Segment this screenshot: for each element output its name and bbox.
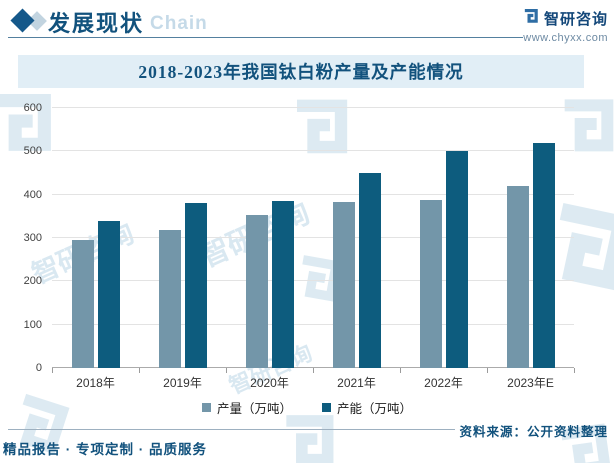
header-divider bbox=[8, 37, 523, 38]
plot-area bbox=[52, 107, 575, 373]
x-ticks-layer bbox=[52, 108, 575, 373]
x-tick-label: 2018年 bbox=[76, 376, 115, 390]
bar bbox=[532, 142, 555, 368]
x-tick-mark bbox=[313, 368, 314, 373]
bar bbox=[445, 151, 468, 368]
bar bbox=[71, 240, 94, 368]
gridline bbox=[52, 323, 574, 325]
x-tick-label: 2021年 bbox=[337, 376, 376, 390]
bars-layer bbox=[52, 108, 574, 368]
grid-layer bbox=[52, 107, 574, 368]
bar bbox=[271, 201, 294, 368]
x-axis-labels: 2018年 2019年 2020年 2021年 2022年 2023年E bbox=[52, 374, 574, 391]
brand-name: 智研咨询 bbox=[543, 10, 608, 28]
bar bbox=[97, 220, 120, 368]
diamond-icon bbox=[10, 8, 50, 33]
gridline bbox=[52, 367, 574, 368]
footer-divider bbox=[8, 429, 455, 430]
x-tick-mark bbox=[226, 368, 227, 373]
x-tick-label: 2019年 bbox=[163, 376, 202, 390]
brand-block: 智研咨询 www.chyxx.com bbox=[498, 7, 608, 44]
gridline bbox=[52, 280, 574, 282]
legend-label: 产量（万吨） bbox=[216, 402, 292, 416]
x-tick-mark bbox=[574, 368, 575, 373]
bar-group bbox=[313, 108, 400, 368]
x-tick-mark bbox=[139, 368, 140, 373]
bar-group bbox=[139, 108, 226, 368]
brand-logo-icon bbox=[522, 7, 539, 29]
bar-group bbox=[226, 108, 313, 368]
y-tick-label: 300 bbox=[23, 232, 42, 244]
bar bbox=[245, 215, 268, 368]
bar bbox=[332, 202, 355, 368]
x-tick-label: 2023年E bbox=[507, 376, 554, 390]
footer-tagline: 精品报告 · 专项定制 · 品质服务 bbox=[3, 442, 207, 457]
page-header: Chain 发展现状 智研咨询 www.chyxx.com bbox=[0, 0, 614, 44]
legend-item: 产能（万吨） bbox=[322, 398, 412, 417]
y-tick-label: 400 bbox=[23, 188, 42, 201]
header-background-word: Chain bbox=[150, 13, 208, 34]
gridline bbox=[52, 193, 574, 195]
gridline bbox=[52, 107, 574, 108]
bar bbox=[358, 173, 381, 368]
bar bbox=[419, 200, 442, 368]
brand-website: www.chyxx.com bbox=[523, 32, 608, 44]
bar-group bbox=[400, 108, 487, 368]
section-title: 发展现状 bbox=[48, 11, 145, 36]
y-tick-label: 600 bbox=[23, 102, 42, 114]
y-tick-label: 0 bbox=[35, 362, 42, 374]
diamond-front-shape bbox=[10, 8, 35, 33]
y-tick-label: 100 bbox=[23, 318, 42, 331]
gridline bbox=[52, 150, 574, 152]
y-tick-label: 500 bbox=[23, 145, 42, 158]
legend-label: 产能（万吨） bbox=[337, 402, 413, 416]
x-tick-mark bbox=[400, 368, 401, 373]
bar bbox=[184, 203, 207, 368]
x-tick-mark bbox=[487, 368, 488, 373]
x-tick-label: 2022年 bbox=[424, 376, 463, 390]
x-tick-mark bbox=[52, 368, 53, 373]
bar-group bbox=[487, 108, 574, 368]
chart-legend: 产量（万吨） 产能（万吨） bbox=[0, 398, 614, 417]
legend-marker-icon bbox=[201, 403, 211, 412]
x-tick-label: 2020年 bbox=[250, 376, 289, 390]
bar bbox=[158, 230, 181, 368]
bar bbox=[506, 186, 529, 368]
y-tick-label: 200 bbox=[23, 275, 42, 288]
source-label: 资料来源：公开资料整理 bbox=[459, 425, 608, 439]
legend-marker-icon bbox=[322, 403, 331, 412]
gridline bbox=[52, 237, 574, 238]
y-axis: 0 100 200 300 400 500 600 bbox=[0, 102, 48, 374]
chart-title: 2018-2023年我国钛白粉产量及产能情况 bbox=[18, 55, 584, 88]
legend-item: 产量（万吨） bbox=[201, 398, 292, 417]
bar-group bbox=[52, 108, 139, 368]
